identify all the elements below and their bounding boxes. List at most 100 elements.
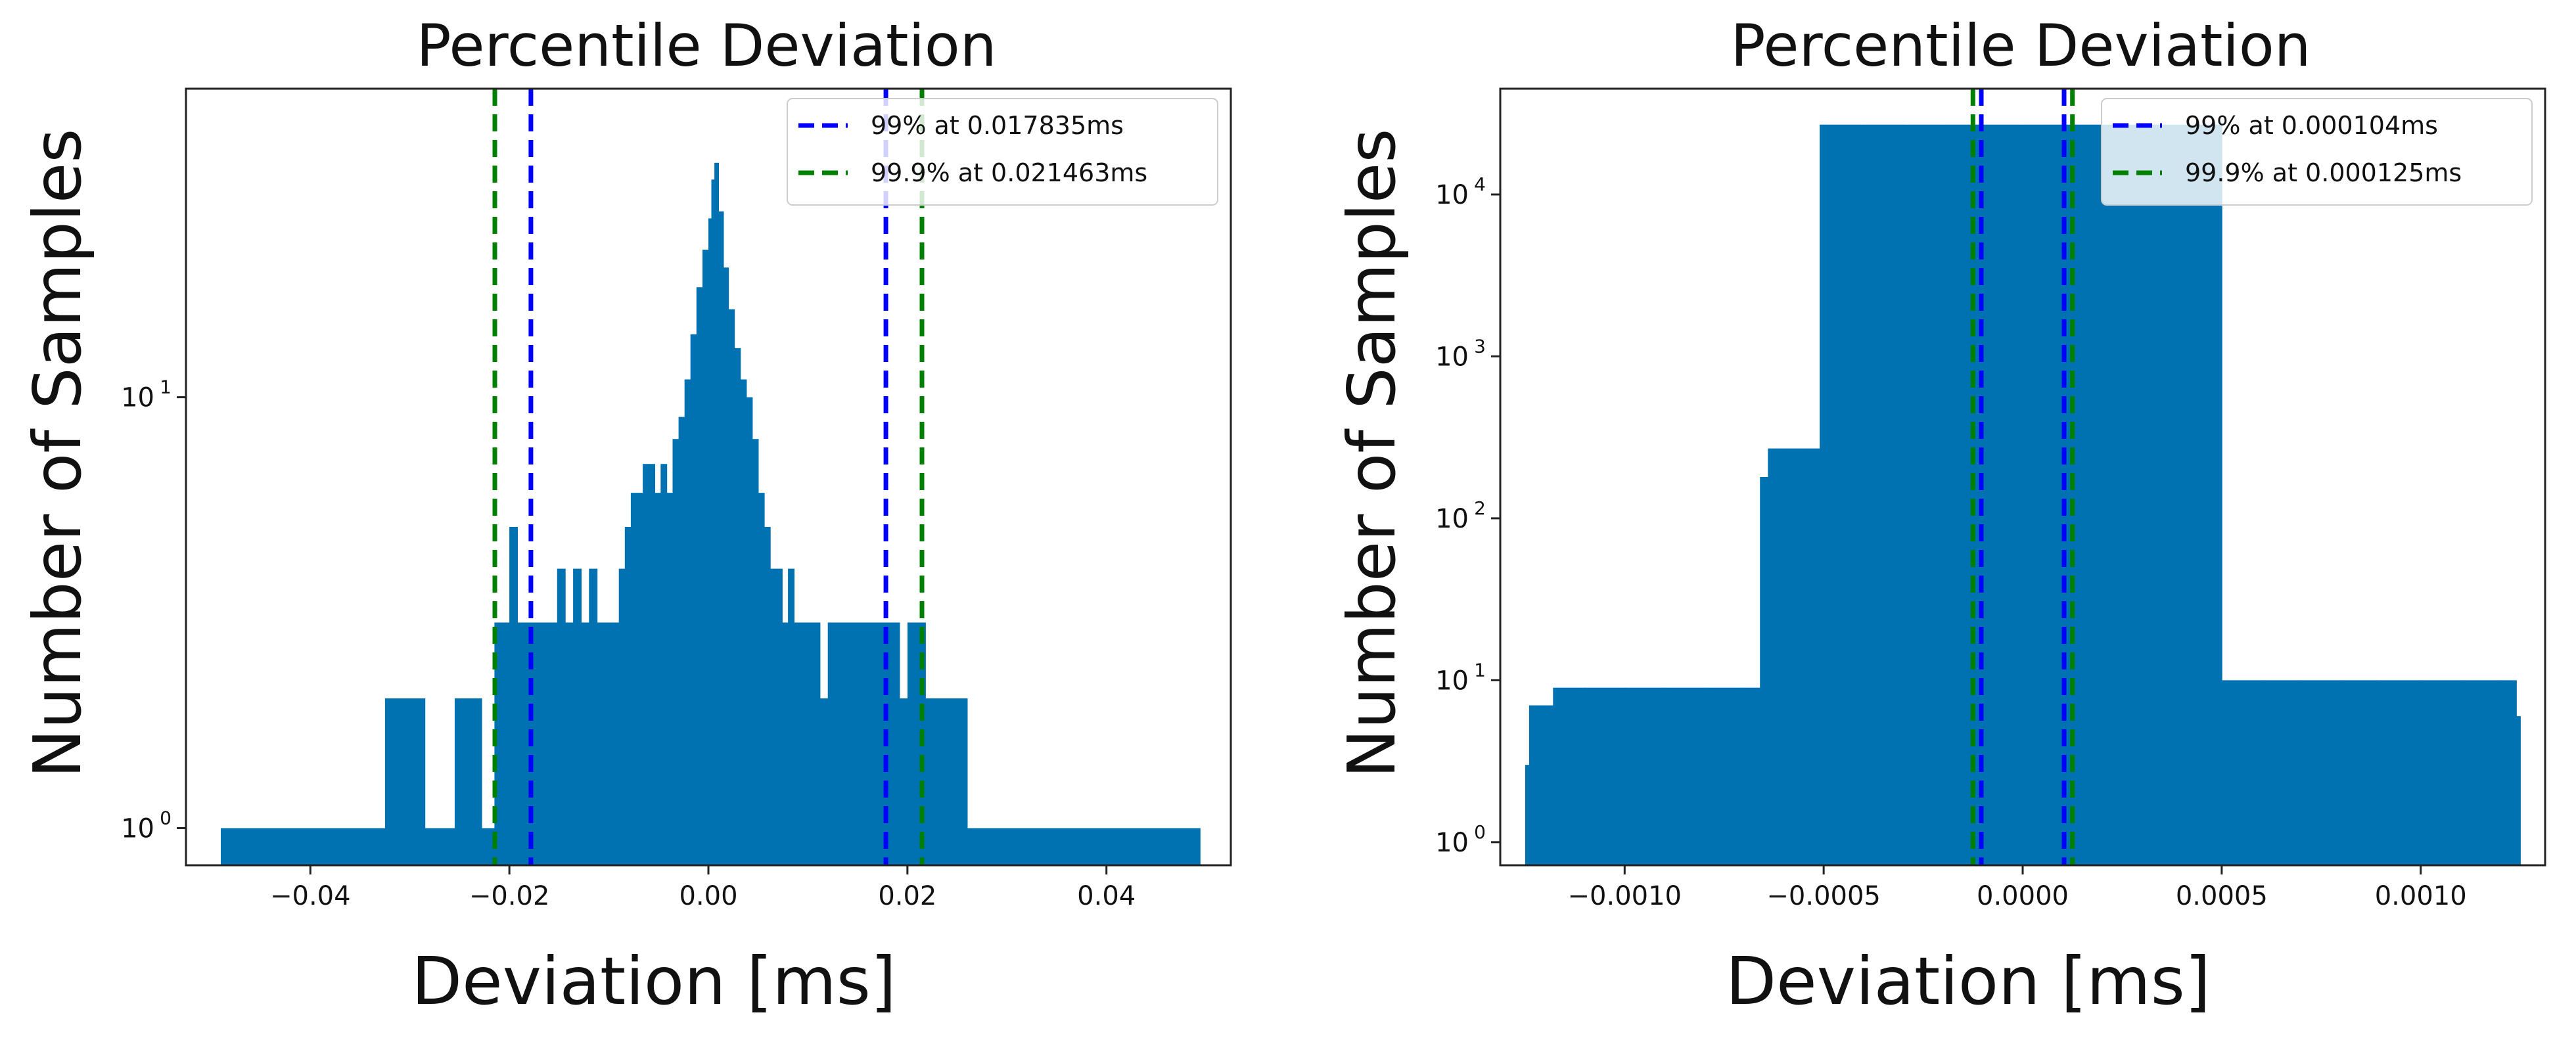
left-histogram-bar — [752, 439, 759, 865]
right-histogram-bar — [1704, 687, 1745, 865]
left-histogram-bar — [340, 828, 381, 865]
right-histogram-bar — [1983, 124, 2023, 866]
left-histogram-bar — [260, 828, 301, 865]
left-histogram-bar — [666, 493, 674, 865]
right-histogram-bar — [2221, 680, 2263, 865]
left-x-tick-label: 0.00 — [679, 881, 737, 911]
left-histogram-bar — [827, 622, 837, 865]
left-chart-title: Percentile Deviation — [416, 12, 996, 79]
right-y-tick-label: 10 — [1435, 504, 1469, 534]
left-histogram-bar — [494, 622, 502, 865]
left-histogram-bar — [843, 622, 852, 865]
left-x-tick-label: −0.02 — [469, 881, 550, 911]
right-y-axis-label: Number of Samples — [1333, 129, 1410, 779]
right-y-tick-exponent: 1 — [1474, 659, 1486, 681]
left-histogram-bar — [549, 622, 558, 865]
left-histogram-bar — [806, 622, 813, 865]
right-histogram-bar — [2142, 124, 2183, 866]
right-x-axis-label: Deviation [ms] — [1726, 943, 2211, 1020]
left-axis-ticks: −0.04 −0.02 0.00 0.02 0.04 10 0 10 1 — [121, 376, 1136, 911]
right-y-tick-label: 10 — [1435, 666, 1469, 696]
left-histogram-bar — [573, 568, 582, 865]
left-histogram-bar — [835, 622, 844, 865]
left-histogram-bars — [221, 162, 1201, 865]
left-histogram-bar — [714, 162, 719, 865]
left-y-tick-exponent: 1 — [160, 376, 172, 398]
right-x-tick-label: 0.0005 — [2176, 881, 2268, 911]
left-histogram-bar — [612, 622, 620, 865]
left-histogram-bar — [481, 828, 495, 865]
left-histogram-bar — [1185, 828, 1197, 865]
right-y-tick-label: 10 — [1435, 342, 1469, 372]
right-histogram-bar — [1768, 448, 1785, 865]
right-histogram-bar — [2381, 680, 2422, 865]
left-histogram-bar — [852, 622, 860, 865]
left-histogram-bar — [672, 439, 679, 865]
left-histogram-bar — [891, 622, 900, 865]
right-histogram-bar — [1664, 687, 1705, 865]
right-histogram-bar — [1529, 705, 1542, 865]
left-histogram-bar — [384, 698, 401, 865]
right-x-tick-label: −0.0005 — [1766, 881, 1880, 911]
left-histogram-bar — [581, 622, 590, 865]
left-histogram-bar — [380, 828, 386, 865]
left-histogram-bar — [469, 698, 482, 865]
right-plot-frame — [1499, 87, 2546, 867]
right-histogram-bar — [2301, 680, 2342, 865]
left-histogram-bar — [649, 464, 655, 865]
left-histogram-bar — [997, 828, 1005, 865]
right-histogram-bar — [2261, 680, 2302, 865]
left-legend: 99% at 0.017835ms 99.9% at 0.021463ms — [787, 98, 1218, 206]
left-histogram-bar — [978, 828, 990, 865]
left-histogram-bar — [655, 493, 662, 865]
left-histogram-bar — [764, 527, 771, 865]
left-histogram-bar — [718, 211, 724, 865]
left-histogram-bar — [1057, 828, 1072, 865]
right-histogram-bar — [2460, 680, 2501, 865]
left-histogram-bar — [937, 698, 953, 865]
left-histogram-bar — [660, 464, 668, 865]
right-y-tick-exponent: 3 — [1474, 335, 1486, 357]
right-y-tick-exponent: 0 — [1474, 821, 1486, 843]
left-histogram-bar — [819, 698, 829, 865]
right-histogram-bar — [2062, 124, 2103, 866]
right-histogram-bar — [1541, 705, 1554, 865]
left-histogram-bar — [925, 698, 938, 865]
left-histogram-bar — [454, 698, 471, 865]
right-histogram-bar — [1820, 124, 1864, 866]
left-histogram-bar — [758, 493, 765, 865]
left-histogram-bar — [867, 622, 877, 865]
left-histogram-bar — [618, 568, 626, 865]
right-x-tick-label: −0.0010 — [1568, 881, 1682, 911]
left-histogram-bar — [221, 828, 262, 865]
right-histogram-bar — [1744, 687, 1760, 865]
left-histogram-bar — [989, 828, 998, 865]
left-y-tick-exponent: 0 — [160, 807, 172, 828]
left-histogram-bar — [776, 568, 783, 865]
right-y-tick-label: 10 — [1435, 828, 1469, 858]
right-y-tick-exponent: 2 — [1474, 497, 1486, 519]
left-legend-box — [787, 98, 1218, 206]
right-histogram-bar — [2420, 680, 2462, 865]
left-histogram-bar — [711, 179, 715, 865]
left-histogram-bar — [899, 698, 908, 865]
right-histogram-bar — [1943, 124, 1984, 866]
left-histogram-bar — [440, 828, 455, 865]
left-plot-frame — [185, 87, 1232, 867]
left-histogram-bar — [708, 218, 712, 865]
left-histogram-bar — [597, 622, 606, 865]
left-histogram-bar — [1042, 828, 1057, 865]
right-histogram-bar — [2500, 680, 2517, 865]
right-y-tick-label: 10 — [1435, 180, 1469, 210]
left-histogram-bar — [702, 250, 709, 865]
right-histogram-panel: Percentile Deviation Deviation [ms] Numb… — [1333, 12, 2546, 1020]
left-histogram-bar — [425, 828, 440, 865]
left-histogram-bar — [788, 568, 794, 865]
left-histogram-bar — [684, 379, 691, 865]
left-histogram-bar — [1116, 828, 1127, 865]
right-histogram-bar — [1624, 687, 1665, 865]
left-histogram-bar — [1071, 828, 1088, 865]
right-histogram-bar — [1863, 124, 1904, 866]
